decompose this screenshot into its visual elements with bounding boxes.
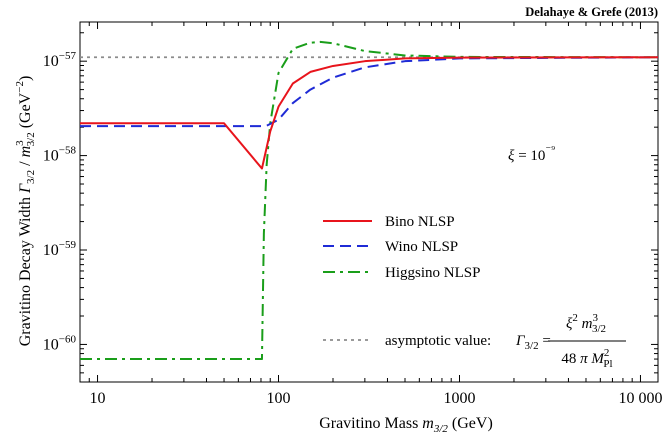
xi-annotation: ξ = 10⁻⁹ — [508, 144, 555, 164]
svg-text:Γ3/2 =: Γ3/2 = — [515, 333, 551, 352]
formula: Γ3/2 = ξ2 m3 3/2 48 π M2 Pl — [515, 312, 626, 370]
y-tick-label: 10−58 — [43, 145, 77, 165]
series-line-wino-nlsp — [80, 56, 658, 128]
legend-label: Wino NLSP — [385, 239, 458, 255]
series-line-higgsino-nlsp — [80, 40, 658, 361]
x-tick-label: 1000 — [443, 390, 475, 407]
axes: 10 100 1000 10 000 10−60 10−59 10−58 10−57 — [43, 21, 662, 407]
y-tick-label: 10−59 — [43, 239, 77, 259]
legend: Bino NLSP Wino NLSP Higgsino NLSP asymptoti… — [323, 214, 491, 349]
y-tick-label: 10−57 — [43, 50, 77, 70]
x-tick-label: 100 — [267, 390, 291, 407]
annotations: ξ = 10⁻⁹ Γ3/2 = ξ2 m3 3/2 48 π M2 Pl — [508, 144, 626, 370]
x-tick-label: 10 000 — [618, 390, 662, 407]
y-axis-title: Gravitino Decay Width Γ3/2 / m33/2 (GeV−… — [14, 76, 37, 347]
x-tick-label: 10 — [90, 390, 106, 407]
svg-text:ξ2 m33/2: ξ2 m3 3/2 — [566, 312, 606, 335]
svg-text:Gravitino Decay Width Γ3/2 / m: Gravitino Decay Width Γ3/2 / m33/2 (GeV−… — [14, 76, 37, 347]
y-tick-label: 10−60 — [43, 333, 77, 353]
x-axis-title: Gravitino Mass m3/2 (GeV) — [319, 415, 493, 435]
series-line-bino-nlsp — [80, 56, 658, 170]
legend-label: Bino NLSP — [385, 214, 455, 230]
legend-label: asymptotic value: — [385, 333, 491, 349]
legend-label: Higgsino NLSP — [385, 265, 480, 281]
plot-frame — [79, 21, 659, 383]
chart-credit: Delahaye & Grefe (2013) — [525, 5, 658, 19]
series-layer — [80, 40, 658, 361]
